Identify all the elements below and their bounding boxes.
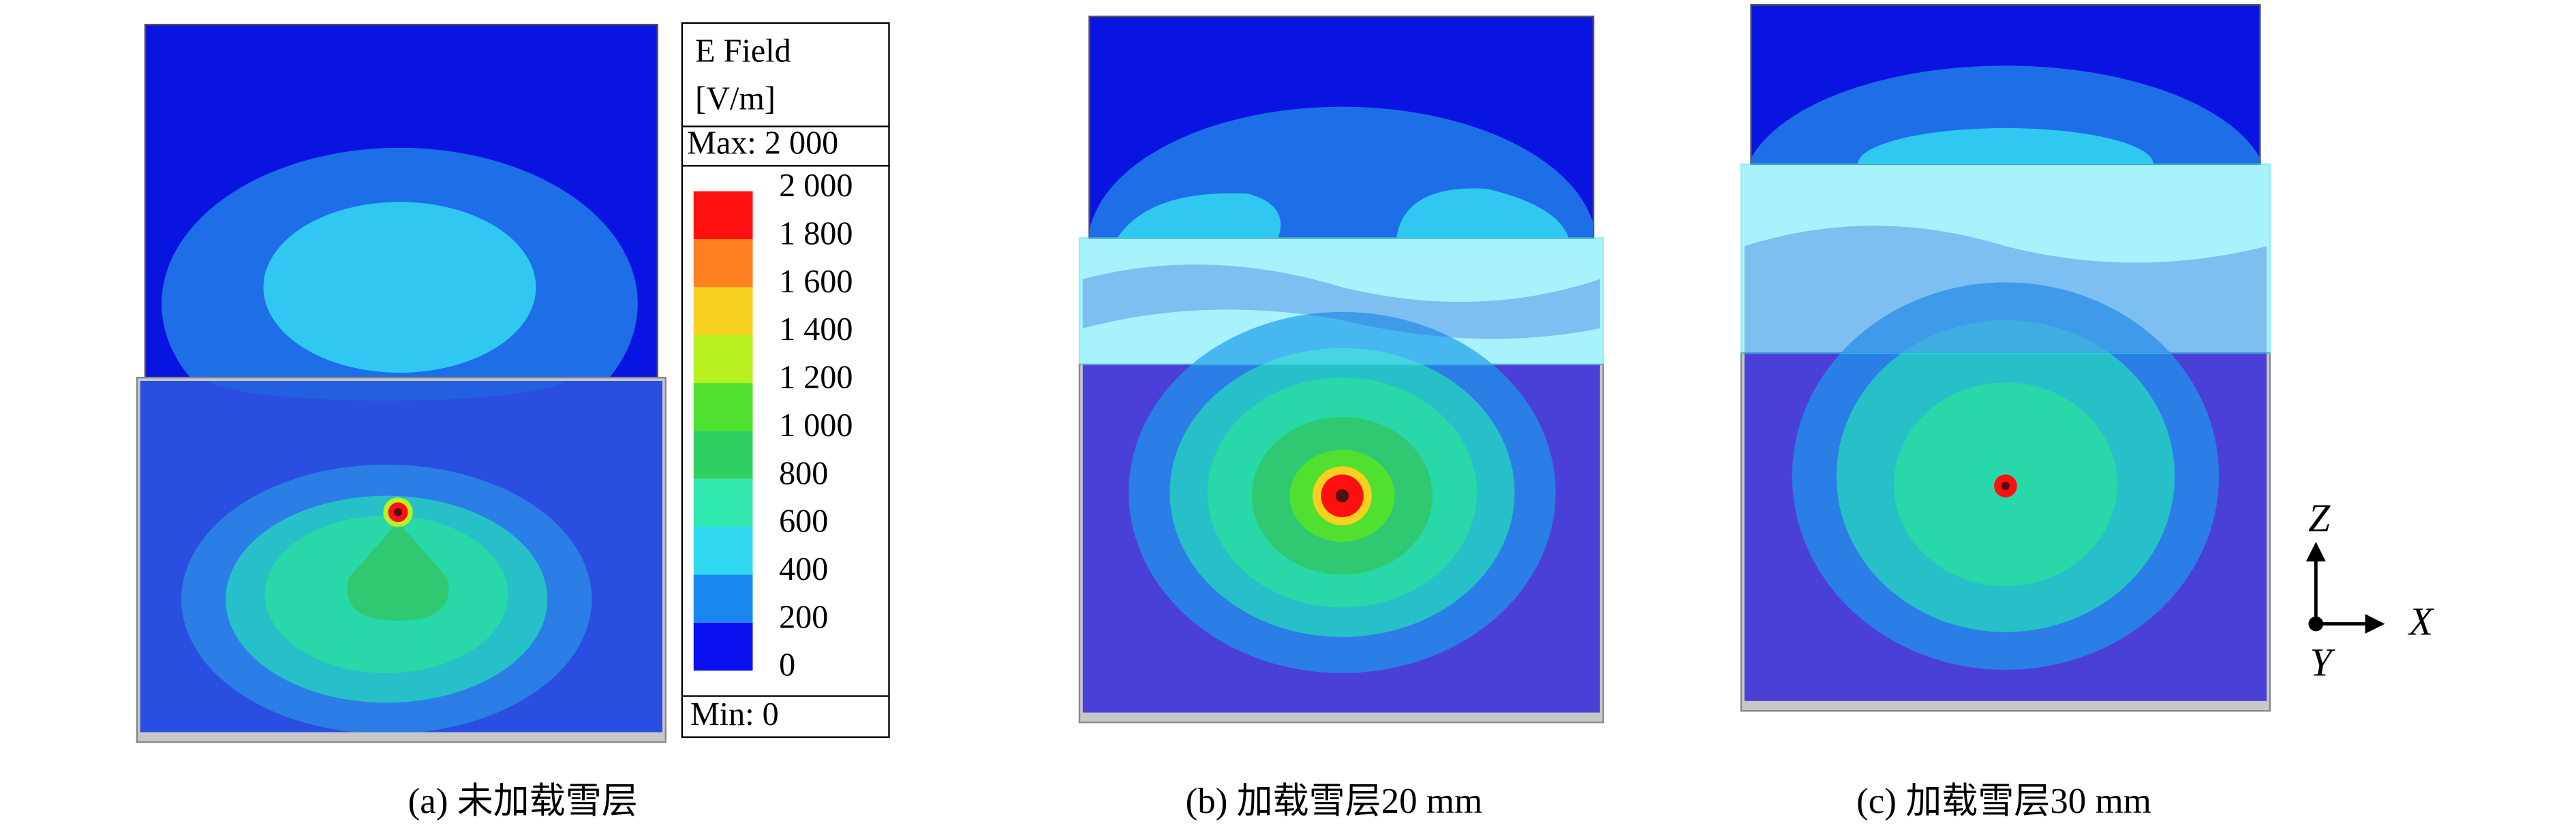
legend-label: 600 [779,504,828,540]
color-swatch [693,239,753,288]
color-swatch [693,478,753,527]
panel-b [1078,15,1604,724]
caption: (b) 加载雪层20 mm [1186,782,1483,821]
legend-title: E Field [695,33,791,70]
legend-label: 200 [779,599,828,635]
legend-label: 1 200 [779,360,853,396]
color-swatch [693,622,753,671]
legend-label: 0 [779,647,795,683]
color-swatch [693,335,753,384]
legend-label: 1 000 [779,407,853,444]
color-swatch [693,431,753,479]
legend-min: Min: 0 [690,696,779,732]
caption: (c) 加载雪层30 mm [1856,782,2151,821]
color-swatch [693,527,753,575]
legend-label: 800 [779,455,828,491]
legend-label: 1 800 [779,216,853,252]
axis-label-z: Z [2308,495,2331,540]
color-swatch [693,383,753,431]
legend-unit: [V/m] [695,80,776,117]
color-swatch [693,574,753,623]
legend-label: 1 600 [779,264,853,300]
legend-max: Max: 2 000 [687,125,838,161]
axis-label-x: X [2408,599,2435,643]
panel-a [136,23,667,743]
color-swatch [693,287,753,335]
axes-indicator: Z X Y [2305,495,2435,685]
panel-c [1740,4,2271,712]
legend: E Field [V/m] Max: 2 000 Min: 0 2 000 1 8… [681,22,890,739]
legend-label: 1 400 [779,311,853,348]
axis-label-y: Y [2310,640,2335,685]
caption: (a) 未加载雪层 [408,782,638,821]
legend-label: 2 000 [779,168,853,204]
color-swatch [693,191,753,240]
legend-label: 400 [779,551,828,587]
